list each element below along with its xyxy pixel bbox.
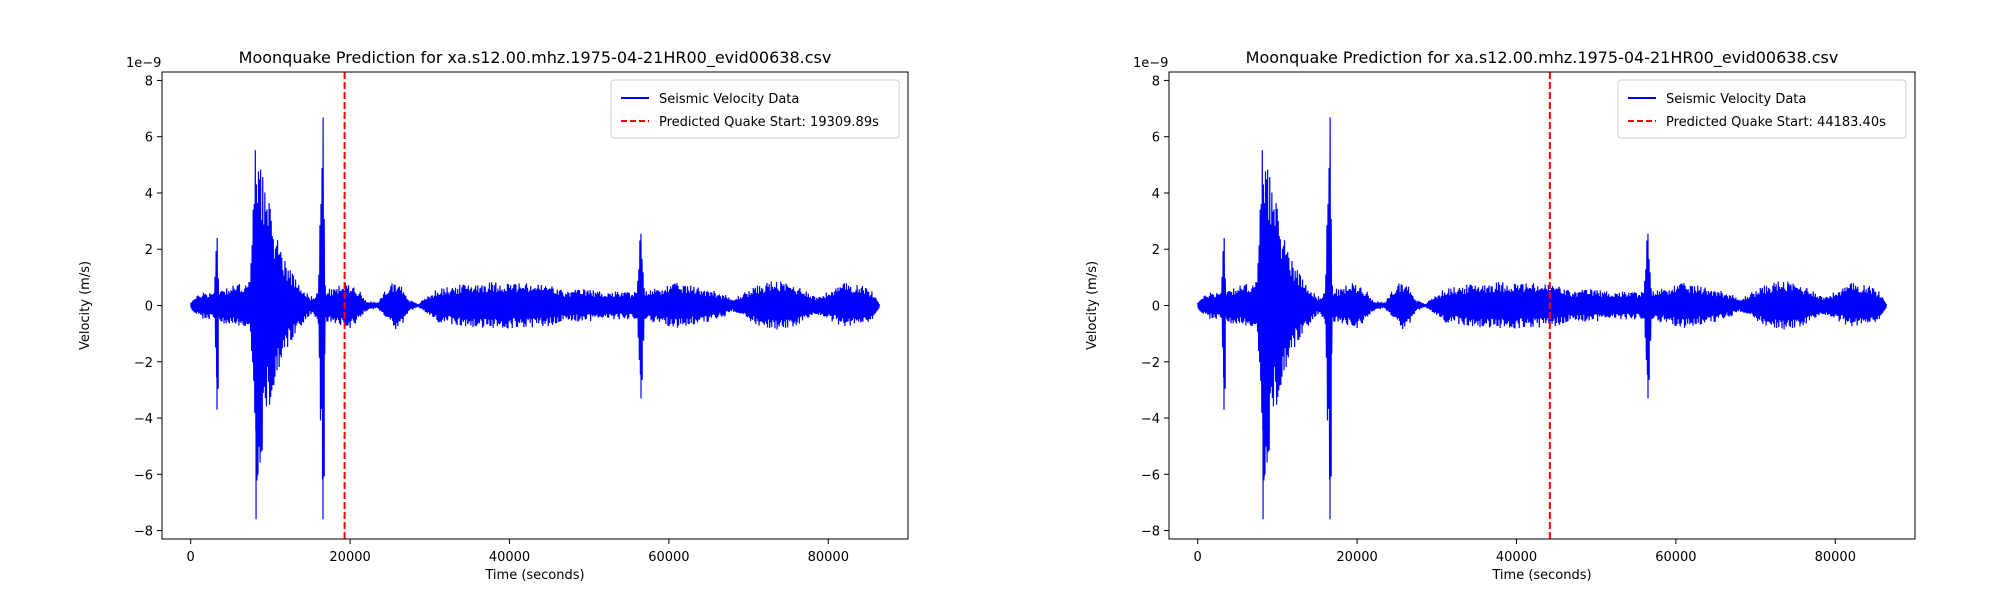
x-tick-label: 60000	[648, 550, 689, 565]
legend: Seismic Velocity Data Predicted Quake Sta…	[610, 79, 900, 139]
x-tick-label: 20000	[329, 550, 370, 565]
y-tick-label: −8	[1141, 525, 1160, 540]
y-tick-label: 4	[145, 187, 153, 202]
x-tick-label: 60000	[1655, 550, 1696, 565]
y-tick-label: 0	[145, 300, 153, 315]
y-tick-label: −2	[134, 356, 153, 371]
y-tick-label: 6	[145, 131, 153, 146]
y-offset-label: 1e−9	[126, 56, 161, 71]
x-tick-label: 40000	[489, 550, 530, 565]
legend-box	[1617, 79, 1907, 139]
x-axis-label: Time (seconds)	[1491, 568, 1591, 583]
y-tick-label: 2	[145, 243, 153, 258]
y-tick-label: 4	[1152, 187, 1160, 202]
x-axis-label: Time (seconds)	[484, 568, 584, 583]
y-tick-label: −8	[134, 525, 153, 540]
x-tick-label: 20000	[1336, 550, 1377, 565]
legend-label-prediction: Predicted Quake Start: 19309.89s	[659, 115, 879, 130]
y-tick-label: −6	[1141, 468, 1160, 483]
y-tick-label: 2	[1152, 243, 1160, 258]
legend-label-seismic: Seismic Velocity Data	[1666, 92, 1806, 107]
legend: Seismic Velocity Data Predicted Quake Sta…	[1617, 79, 1907, 139]
y-tick-label: 8	[145, 74, 153, 89]
chart-panel-1: 0 20000 40000 60000 80000 −8 −6 −4 −2 0 2 4 6 8 1e−9 Mo…	[78, 48, 909, 583]
x-tick-label: 80000	[1815, 550, 1856, 565]
legend-label-prediction: Predicted Quake Start: 44183.40s	[1666, 115, 1886, 130]
seismic-velocity-line	[1197, 117, 1887, 520]
y-tick-label: −6	[134, 468, 153, 483]
y-axis-label: Velocity (m/s)	[78, 261, 93, 350]
seismic-velocity-line	[190, 117, 880, 520]
chart-panel-2: 0 20000 40000 60000 80000 −8 −6 −4 −2 0 2 4 6 8 1e−9 Mo…	[1085, 48, 1916, 583]
y-tick-label: −2	[1141, 356, 1160, 371]
y-offset-label: 1e−9	[1133, 56, 1168, 71]
y-tick-label: 6	[1152, 131, 1160, 146]
y-tick-label: −4	[1141, 412, 1160, 427]
chart-title: Moonquake Prediction for xa.s12.00.mhz.1…	[239, 48, 832, 68]
chart-title: Moonquake Prediction for xa.s12.00.mhz.1…	[1246, 48, 1839, 68]
x-tick-label: 80000	[808, 550, 849, 565]
legend-box	[610, 79, 900, 139]
y-tick-label: −4	[134, 412, 153, 427]
y-axis-label: Velocity (m/s)	[1085, 261, 1100, 350]
legend-label-seismic: Seismic Velocity Data	[659, 92, 799, 107]
x-tick-label: 0	[1194, 550, 1202, 565]
x-tick-label: 40000	[1496, 550, 1537, 565]
y-tick-label: 8	[1152, 74, 1160, 89]
x-tick-label: 0	[187, 550, 195, 565]
y-tick-label: 0	[1152, 300, 1160, 315]
